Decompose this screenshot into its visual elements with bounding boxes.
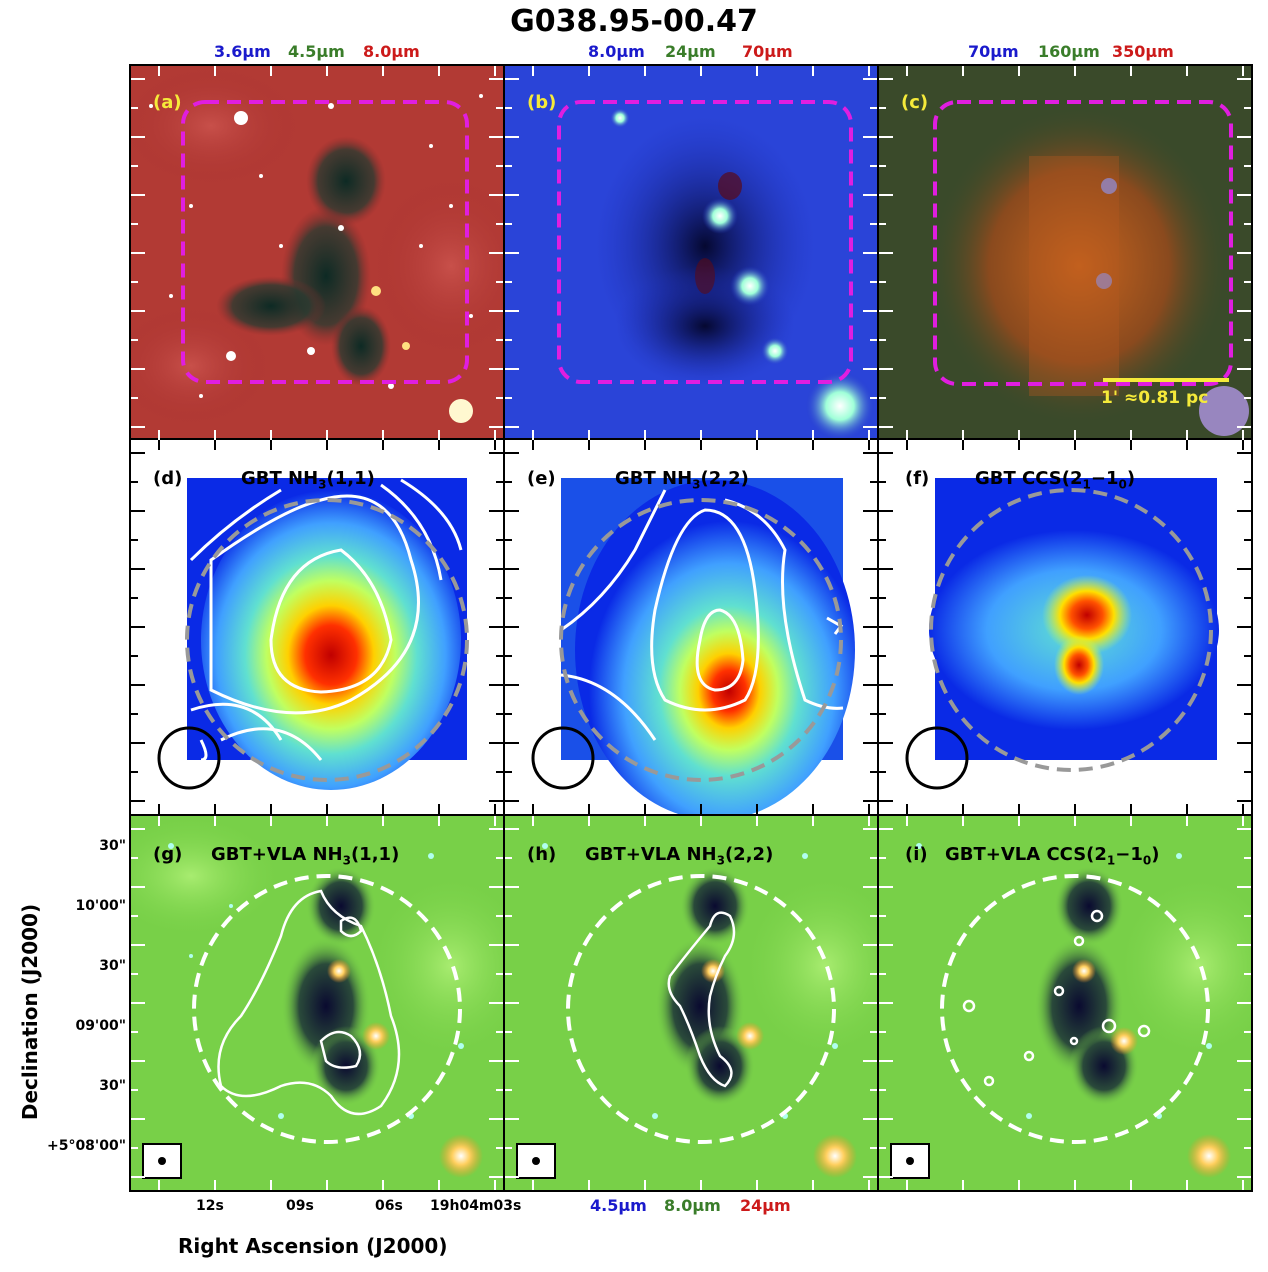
y-tick-label: 30" <box>99 1078 126 1094</box>
band-green: 4.5μm <box>288 42 345 61</box>
panel-c-image <box>879 66 1251 438</box>
panel-h: (h) GBT+VLA NH3(2,2) <box>503 814 879 1192</box>
panel-b-image <box>505 66 877 438</box>
panel-e-image <box>531 478 855 814</box>
panel-label-e: (e) <box>527 468 556 489</box>
x-tick-label: 19h04m03s <box>430 1198 522 1214</box>
band-blue: 3.6μm <box>214 42 271 61</box>
figure-title: G038.95-00.47 <box>510 4 758 39</box>
panel-title-i: GBT+VLA CCS(21−10) <box>945 844 1160 868</box>
band-blue: 8.0μm <box>588 42 645 61</box>
panel-f-image <box>905 478 1219 790</box>
band-green: 24μm <box>665 42 716 61</box>
panel-label-b: (b) <box>527 92 557 113</box>
panel-label-g: (g) <box>153 844 183 865</box>
x-tick-label: 12s <box>196 1198 224 1214</box>
panel-e: (e) GBT NH3(2,2) <box>503 438 879 816</box>
panel-a-image <box>131 66 503 438</box>
panel-label-c: (c) <box>901 92 929 113</box>
panel-title-f: GBT CCS(21−10) <box>975 468 1136 492</box>
panel-f: (f) GBT CCS(21−10) <box>877 438 1253 816</box>
band-blue: 70μm <box>968 42 1019 61</box>
y-tick-label: 09'00" <box>75 1018 126 1034</box>
bottom-band-blue: 4.5μm <box>590 1196 647 1215</box>
panel-label-d: (d) <box>153 468 183 489</box>
x-tick-label: 09s <box>286 1198 314 1214</box>
x-tick-label: 06s <box>375 1198 403 1214</box>
panel-label-i: (i) <box>905 844 928 865</box>
y-tick-label: +5°08'00" <box>46 1138 126 1154</box>
band-green: 160μm <box>1038 42 1100 61</box>
panel-i: (i) GBT+VLA CCS(21−10) <box>877 814 1253 1192</box>
panel-title-e: GBT NH3(2,2) <box>615 468 749 492</box>
panel-label-h: (h) <box>527 844 557 865</box>
panel-g: (g) GBT+VLA NH3(1,1) <box>129 814 505 1192</box>
panel-h-image <box>505 816 877 1190</box>
panel-label-a: (a) <box>153 92 182 113</box>
y-tick-label: 30" <box>99 958 126 974</box>
y-axis-title: Declination (J2000) <box>18 903 43 1121</box>
panel-g-image <box>131 816 503 1190</box>
y-tick-label: 10'00" <box>75 898 126 914</box>
panel-a: (a) <box>129 64 505 440</box>
band-red: 350μm <box>1112 42 1174 61</box>
x-axis-title: Right Ascension (J2000) <box>178 1234 448 1258</box>
panel-title-d: GBT NH3(1,1) <box>241 468 375 492</box>
panel-b: (b) <box>503 64 879 440</box>
panel-c: (c) 1' ≈0.81 pc <box>877 64 1253 440</box>
bottom-band-red: 24μm <box>740 1196 791 1215</box>
panel-label-f: (f) <box>905 468 930 489</box>
panel-title-h: GBT+VLA NH3(2,2) <box>585 844 774 868</box>
scale-bar-label: 1' ≈0.81 pc <box>1101 388 1209 408</box>
bottom-band-green: 8.0μm <box>664 1196 721 1215</box>
panel-d-image <box>157 478 469 790</box>
panel-d: (d) GBT NH3(1,1) <box>129 438 505 816</box>
panel-i-image <box>879 816 1251 1190</box>
y-tick-label: 30" <box>99 838 126 854</box>
band-red: 8.0μm <box>363 42 420 61</box>
band-red: 70μm <box>742 42 793 61</box>
panel-title-g: GBT+VLA NH3(1,1) <box>211 844 400 868</box>
